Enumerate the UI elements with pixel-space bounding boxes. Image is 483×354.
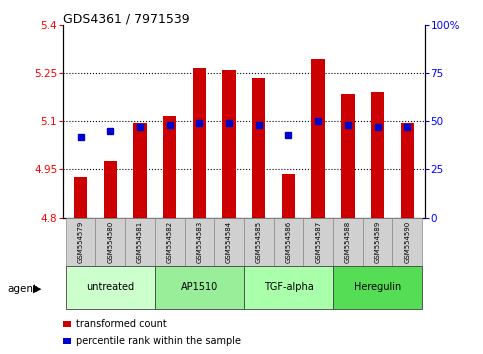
Text: AP1510: AP1510 [181, 282, 218, 292]
Text: agent: agent [7, 284, 37, 293]
Bar [273, 218, 303, 266]
Bar [104, 161, 117, 218]
Text: GSM554590: GSM554590 [404, 221, 410, 263]
Text: GSM554589: GSM554589 [374, 221, 381, 263]
Bar [133, 123, 147, 218]
Text: GSM554584: GSM554584 [226, 221, 232, 263]
Bar [312, 58, 325, 218]
Text: Heregulin: Heregulin [354, 282, 401, 292]
Text: transformed count: transformed count [76, 319, 167, 329]
Bar [74, 177, 87, 218]
Text: GSM554588: GSM554588 [345, 221, 351, 263]
Text: GSM554585: GSM554585 [256, 221, 262, 263]
Bar [392, 218, 422, 266]
Bar [63, 321, 71, 327]
Bar [363, 218, 392, 266]
Text: GSM554582: GSM554582 [167, 221, 173, 263]
Text: untreated: untreated [86, 282, 134, 292]
Text: GSM554580: GSM554580 [107, 221, 114, 263]
Text: GSM554587: GSM554587 [315, 221, 321, 263]
Text: GDS4361 / 7971539: GDS4361 / 7971539 [63, 12, 189, 25]
Bar [222, 70, 236, 218]
Bar [244, 266, 333, 309]
Bar [282, 174, 295, 218]
Bar [96, 218, 125, 266]
Bar [185, 218, 214, 266]
Bar [66, 218, 96, 266]
Text: ▶: ▶ [33, 284, 42, 293]
Text: GSM554583: GSM554583 [197, 221, 202, 263]
Bar [371, 92, 384, 218]
Bar [155, 266, 244, 309]
Bar [214, 218, 244, 266]
Bar [155, 218, 185, 266]
Text: GSM554581: GSM554581 [137, 221, 143, 263]
Bar [333, 218, 363, 266]
Bar [66, 266, 155, 309]
Bar [163, 116, 176, 218]
Bar [400, 123, 414, 218]
Text: percentile rank within the sample: percentile rank within the sample [76, 336, 242, 346]
Bar [193, 68, 206, 218]
Text: GSM554586: GSM554586 [285, 221, 291, 263]
Bar [333, 266, 422, 309]
Bar [341, 94, 355, 218]
Bar [303, 218, 333, 266]
Bar [125, 218, 155, 266]
Text: TGF-alpha: TGF-alpha [264, 282, 313, 292]
Bar [244, 218, 273, 266]
Bar [63, 338, 71, 344]
Bar [252, 78, 266, 218]
Text: GSM554579: GSM554579 [78, 221, 84, 263]
